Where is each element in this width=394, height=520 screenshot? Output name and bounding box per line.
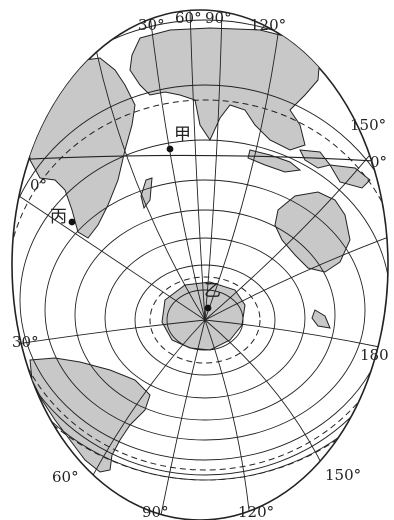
lon30-left-label: 30° <box>12 333 39 351</box>
lon90-top-label: 90° <box>205 9 232 27</box>
australia-landmass <box>274 191 351 273</box>
lon0-left-label: 0° <box>30 176 47 194</box>
point-jia-marker <box>166 145 174 153</box>
lon150-right-label: 150° <box>350 116 386 134</box>
lon90-bottom-label: 90° <box>142 503 169 520</box>
latitude-lines <box>12 19 388 481</box>
dashed-circles <box>12 10 388 481</box>
point-bing-label: 丙 <box>50 207 67 227</box>
lon120-top-label: 120° <box>250 16 286 34</box>
new-zealand <box>311 309 331 329</box>
point-yi-label: 乙 <box>204 281 221 301</box>
lon0-right-label: 0° <box>370 153 387 171</box>
point-yi-marker <box>204 304 212 312</box>
point-jia-label: 甲 <box>174 125 191 145</box>
equator-line <box>12 154 388 163</box>
south-america-landmass <box>29 357 151 473</box>
lon180-right-label: 180 <box>360 346 389 364</box>
lon60-bottom-label: 60° <box>52 468 79 486</box>
antarctica-landmass <box>161 281 246 351</box>
indonesia-islands-2 <box>299 149 331 169</box>
lon120-bottom-label: 120° <box>238 503 274 520</box>
point-bing-marker <box>68 218 76 226</box>
lon30-top-label: 30° <box>138 16 165 34</box>
lon150-bottom-label: 150° <box>325 466 361 484</box>
new-guinea <box>329 164 371 189</box>
lon60-top-label: 60° <box>175 9 202 27</box>
meridian-lines <box>12 10 388 520</box>
